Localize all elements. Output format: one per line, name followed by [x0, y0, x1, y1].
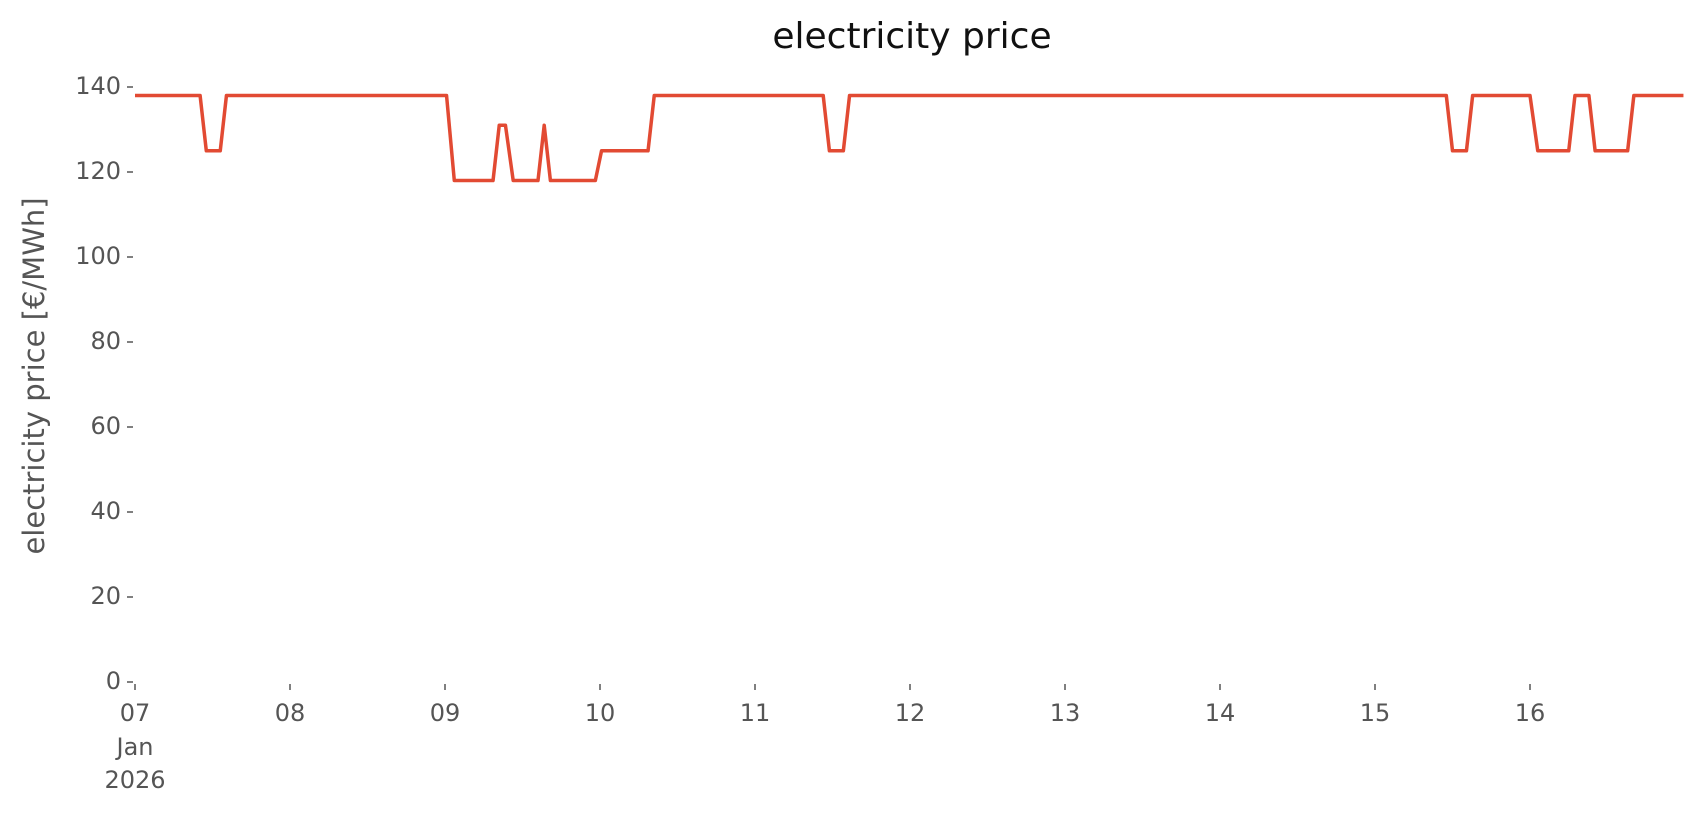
- y-axis-label: electricity price [€/MWh]: [17, 197, 51, 554]
- chart-title: electricity price: [772, 16, 1051, 57]
- x-tick-month: Jan: [115, 733, 154, 761]
- x-tick-year: 2026: [104, 766, 165, 794]
- y-tick-label: 20: [90, 582, 121, 610]
- x-tick-label: 15: [1360, 699, 1391, 727]
- y-tick-label: 60: [90, 412, 121, 440]
- x-tick-label: 10: [585, 699, 616, 727]
- x-tick-label: 07: [120, 699, 151, 727]
- x-tick-label: 09: [430, 699, 461, 727]
- x-tick-label: 13: [1050, 699, 1081, 727]
- x-tick-label: 16: [1515, 699, 1546, 727]
- y-tick-label: 140: [75, 72, 121, 100]
- y-tick-label: 40: [90, 497, 121, 525]
- y-tick-label: 80: [90, 327, 121, 355]
- x-tick-label: 12: [895, 699, 926, 727]
- y-tick-label: 100: [75, 242, 121, 270]
- x-tick-label: 14: [1205, 699, 1236, 727]
- y-tick-label: 0: [106, 667, 121, 695]
- price-line: [135, 93, 1684, 183]
- x-tick-label: 08: [275, 699, 306, 727]
- x-tick-label: 11: [740, 699, 771, 727]
- y-tick-label: 120: [75, 157, 121, 185]
